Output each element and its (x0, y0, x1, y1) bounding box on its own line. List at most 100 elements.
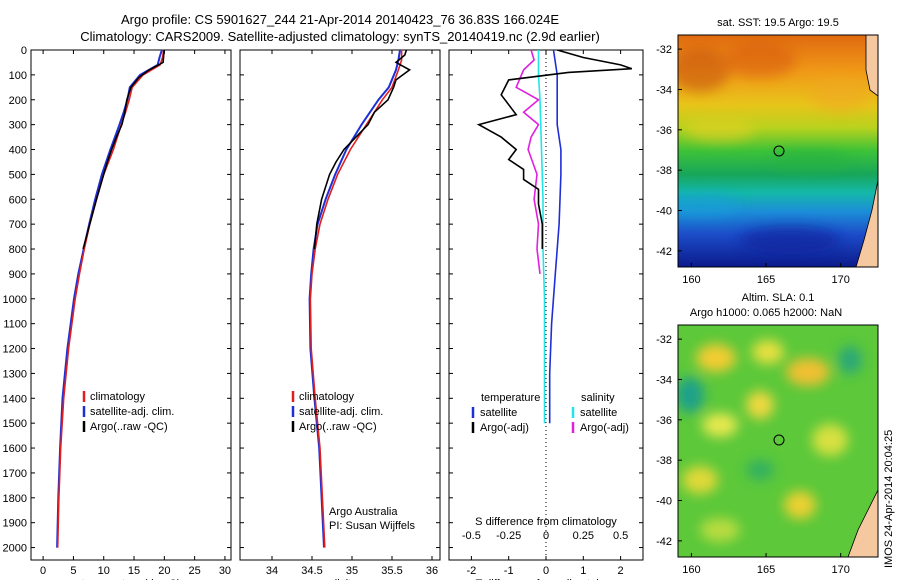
map-lat-label: -34 (656, 374, 672, 386)
legend-label: satellite-adj. clim. (299, 406, 383, 418)
depth-tick-label: 800 (9, 244, 27, 256)
series-line-satellite-adj-clim- (308, 50, 401, 548)
depth-tick-label: 1500 (3, 418, 27, 430)
map-title: Altim. SLA: 0.1 (742, 292, 815, 304)
map-lat-label: -38 (656, 455, 672, 467)
depth-tick-label: 500 (9, 169, 27, 181)
legend-label: Argo(-adj) (480, 422, 529, 434)
x-tick-label: 35.5 (381, 565, 402, 577)
s-diff-tick-label: 0.25 (573, 530, 594, 542)
map-lat-label: -36 (656, 415, 672, 427)
legend-label: Argo(..raw -QC) (299, 421, 377, 433)
map-lat-label: -40 (656, 206, 672, 218)
depth-tick-label: 400 (9, 145, 27, 157)
depth-tick-label: 1800 (3, 493, 27, 505)
sst-map-frame (677, 34, 879, 268)
x-tick-label: 0 (40, 565, 46, 577)
map-lat-label: -32 (656, 334, 672, 346)
legend-label: climatology (299, 391, 355, 403)
map-subtitle: Argo h1000: 0.065 h2000: NaN (690, 307, 842, 319)
x-tick-label: 34 (266, 565, 278, 577)
legend-label: satellite-adj. clim. (90, 406, 174, 418)
map-lat-label: -42 (656, 246, 672, 258)
salinity-annotation: PI: Susan Wijffels (329, 520, 415, 532)
x-tick-label: 30 (219, 565, 231, 577)
depth-tick-label: 900 (9, 269, 27, 281)
map-title: sat. SST: 19.5 Argo: 19.5 (717, 17, 839, 29)
series-line-satellite-adj-clim- (56, 50, 163, 548)
x-tick-label: 35 (346, 565, 358, 577)
x-tick-label: 1 (580, 565, 586, 577)
map-lon-label: 160 (682, 274, 700, 286)
salinity-panel-frame (239, 49, 441, 561)
x-tick-label: 34.5 (301, 565, 322, 577)
sla-map-frame (677, 324, 879, 558)
series-line-argo-raw-qc- (313, 50, 412, 250)
map-lat-label: -42 (656, 536, 672, 548)
argo-location-marker-sla (773, 434, 785, 446)
depth-tick-label: 1600 (3, 443, 27, 455)
sst-map (677, 34, 879, 268)
s-diff-tick-label: -0.5 (462, 530, 481, 542)
depth-tick-label: 300 (9, 120, 27, 132)
x-tick-label: 10 (98, 565, 110, 577)
s-diff-tick-label: 0 (543, 530, 549, 542)
figure-title-line-2: Climatology: CARS2009. Satellite-adjuste… (80, 29, 600, 44)
depth-tick-label: 1200 (3, 344, 27, 356)
map-lat-label: -32 (656, 44, 672, 56)
x-tick-label: 36 (426, 565, 438, 577)
series-line-argo-raw-qc- (82, 50, 166, 250)
x-tick-label: -1 (504, 565, 514, 577)
salinity-annotation: Argo Australia (329, 506, 398, 518)
s-diff-tick-label: -0.25 (496, 530, 521, 542)
depth-tick-label: 2000 (3, 543, 27, 555)
s-diff-tick-label: 0.5 (613, 530, 628, 542)
x-tick-label: 15 (128, 565, 140, 577)
x-tick-label: 2 (618, 565, 624, 577)
series-line-argo-adj- (476, 50, 633, 249)
series-line-argo-adj- (515, 50, 541, 274)
sst-map-texture (678, 42, 870, 254)
map-lon-label: 165 (757, 564, 775, 576)
depth-tick-label: 1900 (3, 518, 27, 530)
x-axis-label: T difference from climatology (476, 578, 617, 580)
legend-label: climatology (90, 391, 146, 403)
legend-header-salinity: salinity (581, 392, 615, 404)
legend-label: satellite (480, 407, 517, 419)
series-line-satellite (548, 50, 562, 424)
figure-title-line-1: Argo profile: CS 5901627_244 21-Apr-2014… (120, 12, 559, 27)
map-lat-label: -40 (656, 496, 672, 508)
depth-tick-label: 700 (9, 219, 27, 231)
map-lon-label: 165 (757, 274, 775, 286)
series-line-climatology (309, 50, 403, 548)
x-tick-label: -2 (466, 565, 476, 577)
depth-tick-label: 1700 (3, 468, 27, 480)
imos-timestamp-text: IMOS 24-Apr-2014 20:04:25 (883, 430, 895, 568)
x-tick-label: 20 (158, 565, 170, 577)
s-diff-axis-label: S difference from climatology (475, 516, 617, 528)
map-lon-label: 170 (832, 564, 850, 576)
depth-tick-label: 100 (9, 70, 27, 82)
argo-location-marker-sst (773, 145, 785, 157)
map-lat-label: -36 (656, 125, 672, 137)
map-lon-label: 170 (832, 274, 850, 286)
map-lon-label: 160 (682, 564, 700, 576)
depth-tick-label: 600 (9, 194, 27, 206)
sla-map (677, 324, 879, 558)
sla-map-texture (678, 340, 862, 542)
depth-tick-label: 0 (21, 45, 27, 57)
map-lat-label: -38 (656, 165, 672, 177)
x-tick-label: 25 (189, 565, 201, 577)
depth-tick-label: 1400 (3, 393, 27, 405)
legend-header-temperature: temperature (481, 392, 540, 404)
depth-tick-label: 200 (9, 95, 27, 107)
x-axis-label: salinity (323, 578, 357, 580)
legend-label: Argo(-adj) (580, 422, 629, 434)
legend-label: satellite (580, 407, 617, 419)
temperature-panel-frame (30, 49, 232, 561)
x-tick-label: 5 (70, 565, 76, 577)
x-tick-label: 0 (543, 565, 549, 577)
depth-tick-label: 1100 (3, 319, 27, 331)
depth-tick-label: 1000 (3, 294, 27, 306)
